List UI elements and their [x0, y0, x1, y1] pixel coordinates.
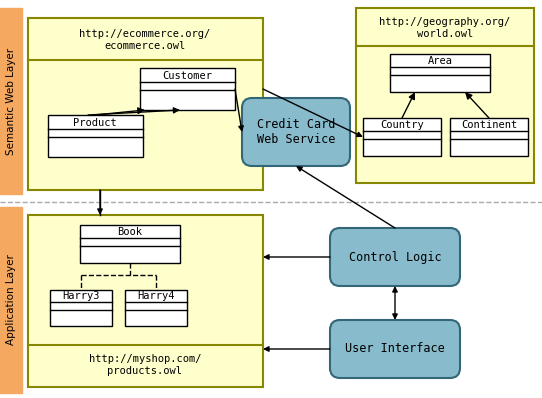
- Bar: [28, 215, 263, 387]
- Text: Semantic Web Layer: Semantic Web Layer: [6, 47, 16, 154]
- Text: Country: Country: [380, 120, 424, 130]
- FancyBboxPatch shape: [330, 320, 460, 378]
- Text: Product: Product: [73, 118, 117, 128]
- Text: Credit Card
Web Service: Credit Card Web Service: [257, 118, 335, 146]
- Text: Book: Book: [118, 227, 143, 237]
- Bar: [48, 115, 143, 157]
- Text: http://myshop.com/
products.owl: http://myshop.com/ products.owl: [89, 354, 201, 376]
- FancyBboxPatch shape: [330, 228, 460, 286]
- Bar: [140, 68, 235, 110]
- Text: Continent: Continent: [461, 120, 517, 130]
- Text: http://ecommerce.org/
ecommerce.owl: http://ecommerce.org/ ecommerce.owl: [79, 29, 211, 51]
- Bar: [50, 290, 112, 326]
- Bar: [125, 290, 187, 326]
- Bar: [28, 18, 263, 190]
- Bar: [80, 225, 180, 263]
- Text: Customer: Customer: [162, 71, 212, 81]
- Text: Area: Area: [428, 56, 453, 66]
- Bar: [0, 8, 22, 194]
- Bar: [363, 118, 441, 156]
- Text: Harry4: Harry4: [137, 291, 175, 301]
- Text: Application Layer: Application Layer: [6, 255, 16, 345]
- Bar: [450, 118, 528, 156]
- Text: Control Logic: Control Logic: [349, 250, 441, 263]
- Bar: [356, 8, 534, 183]
- Text: http://geography.org/
world.owl: http://geography.org/ world.owl: [379, 17, 511, 39]
- Bar: [0, 207, 22, 393]
- Text: Harry3: Harry3: [62, 291, 100, 301]
- Text: User Interface: User Interface: [345, 343, 445, 355]
- FancyBboxPatch shape: [242, 98, 350, 166]
- Bar: [390, 54, 490, 92]
